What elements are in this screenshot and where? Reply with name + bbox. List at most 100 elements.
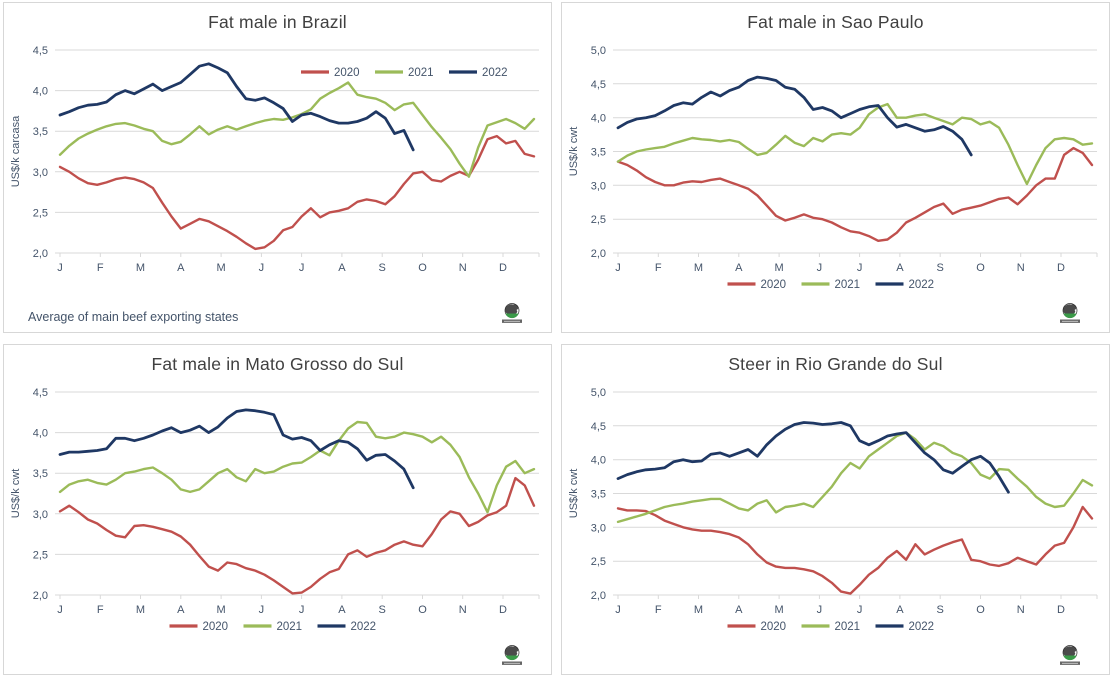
y-axis-tick-label: 2,0 xyxy=(591,590,606,602)
x-axis-month-label: M xyxy=(217,262,226,274)
y-axis-tick-label: 3,0 xyxy=(591,180,606,192)
x-axis-month-label: M xyxy=(694,604,703,616)
y-axis-tick-label: 4,5 xyxy=(33,45,48,57)
logo-banner-text xyxy=(504,662,520,664)
x-axis-month-label: J xyxy=(817,262,823,274)
x-axis-month-label: M xyxy=(775,604,784,616)
series-line-2022 xyxy=(58,408,415,490)
chart-title: Fat male in Sao Paulo xyxy=(747,12,924,32)
legend-label-2020: 2020 xyxy=(203,621,229,633)
x-axis-month-label: N xyxy=(459,604,467,616)
x-axis-month-label: F xyxy=(97,262,104,274)
x-axis-month-label: M xyxy=(217,604,226,616)
series-line-2021 xyxy=(616,431,1094,524)
globe-green-band xyxy=(1063,313,1077,319)
globe-logo xyxy=(1057,644,1083,668)
legend-label-2022: 2022 xyxy=(909,279,935,291)
y-axis-title: US$/k carcasa xyxy=(10,115,22,187)
x-axis-month-label: J xyxy=(857,604,863,616)
y-axis-tick-label: 3,0 xyxy=(33,509,48,521)
y-axis-tick-label: 5,0 xyxy=(591,387,606,399)
chart-title: Fat male in Brazil xyxy=(208,12,347,32)
y-axis-tick-label: 3,5 xyxy=(591,147,606,159)
y-axis-tick-label: 2,0 xyxy=(33,248,48,260)
chart-canvas-brazil: 4,5 4,0 3,5 3,0 2,5 2,0 J F M A M J J A S O N D US$/k carc… xyxy=(10,45,540,274)
x-axis-month-label: M xyxy=(136,262,145,274)
chart-title: Steer in Rio Grande do Sul xyxy=(728,354,943,374)
x-axis-month-label: A xyxy=(896,604,904,616)
chart-footnote: Average of main beef exporting states xyxy=(28,310,239,324)
chart-canvas-sao-paulo: 5,0 4,5 4,0 3,5 3,0 2,5 2,0 J F M A M J J A S O N D US$/k c… xyxy=(568,45,1098,291)
logo-banner-text xyxy=(1062,320,1078,322)
x-axis-month-label: F xyxy=(97,604,104,616)
legend-label-2021: 2021 xyxy=(835,279,861,291)
y-axis-tick-label: 4,5 xyxy=(591,421,606,433)
legend-label-2021: 2021 xyxy=(277,621,303,633)
x-axis-month-label: S xyxy=(937,604,944,616)
x-axis-month-label: J xyxy=(615,604,621,616)
x-axis-month-label: F xyxy=(655,604,662,616)
y-axis-tick-label: 3,5 xyxy=(33,126,48,138)
series-line-2021 xyxy=(58,81,536,178)
x-axis-month-label: N xyxy=(1017,604,1025,616)
x-axis-month-label: D xyxy=(499,604,507,616)
legend-label-2021: 2021 xyxy=(835,621,861,633)
y-axis-tick-label: 3,0 xyxy=(33,167,48,179)
x-axis-month-label: A xyxy=(177,262,185,274)
x-axis-month-label: J xyxy=(817,604,823,616)
y-axis-title: US$/k cwt xyxy=(568,469,580,519)
y-axis-title: US$/k cwt xyxy=(568,127,580,177)
legend-label-2020: 2020 xyxy=(761,279,787,291)
series-line-2022 xyxy=(616,75,973,157)
x-axis-month-label: A xyxy=(896,262,904,274)
y-axis-tick-label: 4,0 xyxy=(591,455,606,467)
series-line-2021 xyxy=(616,102,1094,186)
logo-banner-text xyxy=(1062,662,1078,664)
globe-green-band xyxy=(505,655,519,661)
y-axis-tick-label: 3,0 xyxy=(591,522,606,534)
x-axis-month-label: J xyxy=(259,262,265,274)
y-axis-tick-label: 2,5 xyxy=(591,556,606,568)
series-line-2020 xyxy=(616,505,1094,595)
globe-continents xyxy=(505,646,519,658)
legend-label-2020: 2020 xyxy=(334,67,360,79)
series-line-2020 xyxy=(58,134,536,251)
series-line-2021 xyxy=(58,420,536,514)
x-axis-month-label: J xyxy=(57,604,63,616)
x-axis-month-label: M xyxy=(775,262,784,274)
x-axis-month-label: A xyxy=(177,604,185,616)
y-axis-tick-label: 2,5 xyxy=(591,214,606,226)
x-axis-month-label: S xyxy=(937,262,944,274)
chart-title: Fat male in Mato Grosso do Sul xyxy=(151,354,404,374)
y-axis-tick-label: 4,5 xyxy=(33,387,48,399)
chart-panel-rio-grande: Steer in Rio Grande do Sul 5,0 4,5 4,0 3,5 3… xyxy=(561,344,1110,675)
globe-continents xyxy=(1063,646,1077,658)
chart-panel-mato-grosso: Fat male in Mato Grosso do Sul 4,5 4,0 3,5… xyxy=(3,344,552,675)
globe-logo xyxy=(499,302,525,326)
globe-continents xyxy=(505,304,519,316)
globe-green-band xyxy=(505,313,519,319)
legend-label-2022: 2022 xyxy=(482,67,508,79)
y-axis-tick-label: 2,5 xyxy=(33,549,48,561)
x-axis-month-label: S xyxy=(379,262,386,274)
y-axis-tick-label: 5,0 xyxy=(591,45,606,57)
x-axis-month-label: A xyxy=(735,604,743,616)
x-axis-month-label: D xyxy=(499,262,507,274)
x-axis-month-label: O xyxy=(418,262,427,274)
y-axis-tick-label: 4,0 xyxy=(33,86,48,98)
y-axis-tick-label: 3,5 xyxy=(591,489,606,501)
chart-canvas-rio-grande: 5,0 4,5 4,0 3,5 3,0 2,5 2,0 J F M A M J J A S O N D US$/k c… xyxy=(568,387,1098,633)
x-axis-month-label: J xyxy=(615,262,621,274)
x-axis-month-label: J xyxy=(299,604,305,616)
globe-logo xyxy=(1057,302,1083,326)
y-axis-tick-label: 4,5 xyxy=(591,79,606,91)
legend-label-2020: 2020 xyxy=(761,621,787,633)
y-axis-tick-label: 4,0 xyxy=(33,428,48,440)
legend-label-2022: 2022 xyxy=(351,621,377,633)
y-axis-tick-label: 2,0 xyxy=(33,590,48,602)
x-axis-month-label: A xyxy=(338,262,346,274)
y-axis-tick-label: 4,0 xyxy=(591,113,606,125)
x-axis-month-label: F xyxy=(655,262,662,274)
x-axis-month-label: S xyxy=(379,604,386,616)
